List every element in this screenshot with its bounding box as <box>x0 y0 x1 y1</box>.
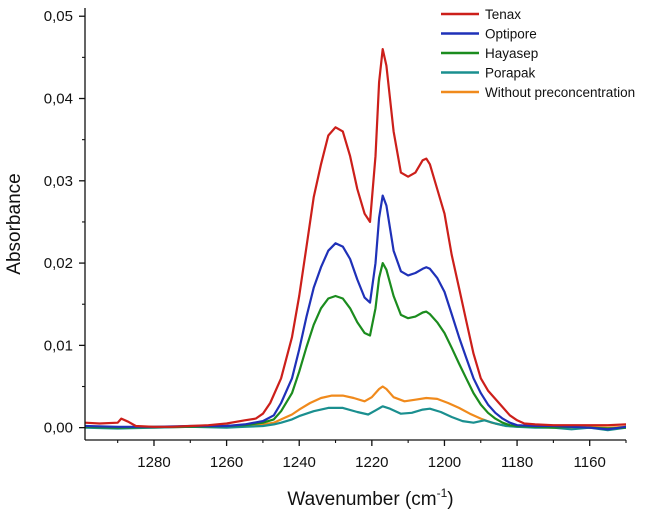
legend-label: Hayasep <box>485 46 538 61</box>
series-line-optipore <box>85 194 626 431</box>
legend-label: Optipore <box>485 27 537 42</box>
x-tick-label: 1200 <box>428 454 461 471</box>
series-group <box>85 48 626 432</box>
y-tick-label: 0,00 <box>44 420 73 437</box>
x-axis-title: Wavenumber (cm-1) <box>287 486 453 510</box>
y-tick-label: 0,01 <box>44 337 73 354</box>
series-line-tenax <box>85 48 626 428</box>
x-tick-label: 1220 <box>355 454 388 471</box>
legend-label: Tenax <box>485 7 521 22</box>
x-tick-label: 1180 <box>501 454 533 471</box>
y-axis-title: Absorbance <box>4 173 25 274</box>
y-tick-label: 0,02 <box>44 255 73 272</box>
legend-label: Porapak <box>485 66 536 81</box>
series-line-hayasep <box>85 262 626 430</box>
y-tick-label: 0,05 <box>44 8 73 25</box>
legend-label: Without preconcentration <box>485 85 635 100</box>
x-tick-label: 1160 <box>574 454 606 471</box>
x-tick-label: 1280 <box>137 454 170 471</box>
y-tick-label: 0,04 <box>44 91 73 108</box>
legend: Tenax Optipore Hayasep Porapak Without preco… <box>441 7 635 100</box>
y-tick-label: 0,03 <box>44 173 73 190</box>
axes: 0,00 0,01 0,02 0,03 0,04 0,05 1280 1260 1240 1220… <box>4 8 627 510</box>
series-line-without-preconcentration <box>85 385 626 429</box>
x-tick-label: 1240 <box>283 454 316 471</box>
x-tick-label: 1260 <box>210 454 243 471</box>
